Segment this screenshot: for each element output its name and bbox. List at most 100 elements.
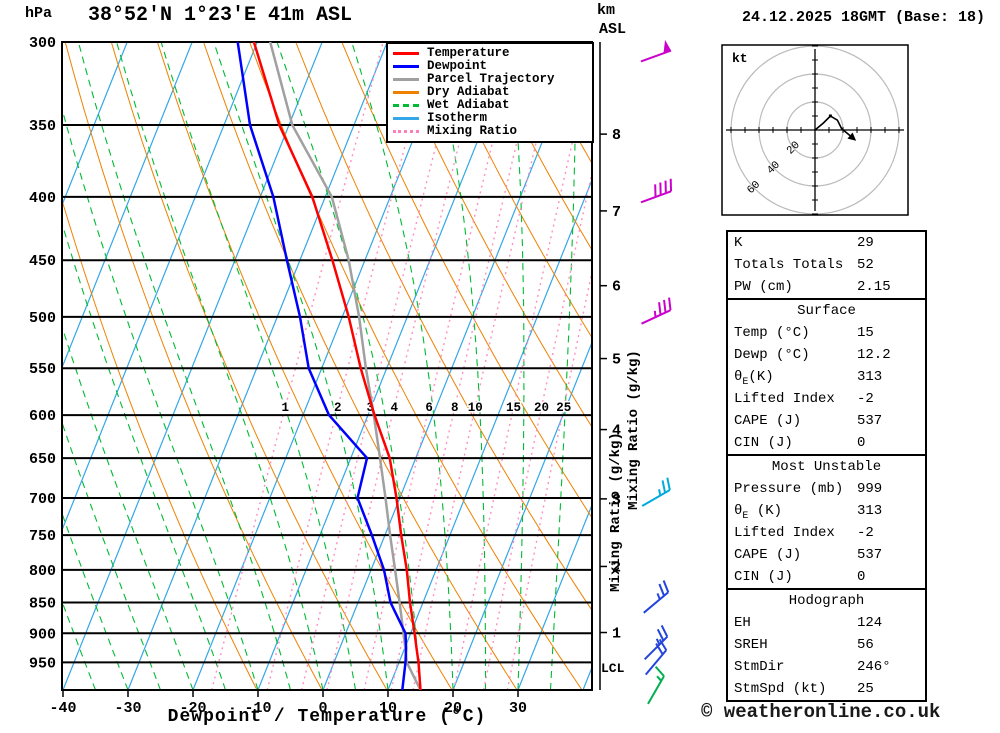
isotherm-lines <box>62 42 592 690</box>
table-row-label: CIN (J) <box>734 435 793 451</box>
plot-frame <box>61 41 593 691</box>
table-row-label: SREH <box>734 637 768 653</box>
dry-adiabat-line-swatch <box>393 91 419 94</box>
hodograph-arrow <box>847 132 857 141</box>
table-section-header: Most Unstable <box>771 459 882 475</box>
svg-text:0: 0 <box>318 700 327 717</box>
wind-barb <box>643 580 670 614</box>
svg-text:2: 2 <box>612 559 621 576</box>
svg-text:500: 500 <box>29 310 56 327</box>
svg-text:10: 10 <box>379 700 397 717</box>
table-row-label: θE (K) <box>734 503 783 522</box>
table-row-label: StmSpd (kt) <box>734 681 827 697</box>
table-row-value: 52 <box>857 257 874 273</box>
table-row: θE (K) 313 <box>728 500 925 522</box>
table-row-value: 537 <box>857 547 883 563</box>
asl-unit-label: ASL <box>599 21 627 38</box>
height-axis: 1 2 3 4 5 6 7 8 <box>599 42 621 690</box>
dewpoint-curve <box>236 42 408 690</box>
table-row-value: 0 <box>857 569 866 585</box>
table-row-value: 12.2 <box>857 347 891 363</box>
isotherm-line-swatch <box>393 117 419 120</box>
legend-label: Dewpoint <box>427 59 488 73</box>
legend-item-parcel-trajectory: Parcel Trajectory <box>393 73 592 86</box>
svg-text:2: 2 <box>334 401 342 415</box>
svg-text:6: 6 <box>425 401 433 415</box>
background-grid <box>62 42 592 690</box>
table-row-label: Temp (°C) <box>734 325 810 341</box>
wind-barb <box>647 666 665 705</box>
svg-text:6: 6 <box>612 279 621 296</box>
svg-text:-20: -20 <box>179 700 206 717</box>
svg-text:Mixing Ratio (g/kg): Mixing Ratio (g/kg) <box>608 432 624 592</box>
wind-barb-column <box>640 39 673 705</box>
table-row-value: 313 <box>857 503 883 519</box>
indices-table: K 29 Totals Totals 52 PW (cm) 2.15 Surface Temp… <box>726 230 927 702</box>
table-row-value: 246° <box>857 659 891 675</box>
table-row-value: 0 <box>857 435 866 451</box>
svg-text:750: 750 <box>29 528 56 545</box>
table-section: K 29 Totals Totals 52 PW (cm) 2.15 <box>728 232 925 300</box>
table-row: Lifted Index -2 <box>728 522 925 544</box>
table-row-label: CIN (J) <box>734 569 793 585</box>
table-row: Temp (°C) 15 <box>728 322 925 344</box>
table-row: K 29 <box>728 232 925 254</box>
svg-text:350: 350 <box>29 118 56 135</box>
svg-text:Mixing Ratio (g/kg): Mixing Ratio (g/kg) <box>626 350 642 510</box>
wind-barb <box>640 39 672 63</box>
legend-label: Isotherm <box>427 111 488 125</box>
svg-text:950: 950 <box>29 655 56 672</box>
svg-text:20: 20 <box>785 139 803 157</box>
svg-text:30: 30 <box>509 700 527 717</box>
temperature-line-swatch <box>393 52 419 55</box>
svg-text:700: 700 <box>29 491 56 508</box>
table-row-label: PW (cm) <box>734 279 793 295</box>
table-row: CAPE (J) 537 <box>728 410 925 432</box>
table-row-value: -2 <box>857 391 874 407</box>
svg-text:900: 900 <box>29 626 56 643</box>
table-row-label: StmDir <box>734 659 785 675</box>
legend-item-temperature: Temperature <box>393 47 592 60</box>
table-row-value: 2.15 <box>857 279 891 295</box>
table-row-value: 313 <box>857 369 883 385</box>
station-title: 38°52'N 1°23'E 41m ASL <box>88 4 353 27</box>
svg-text:7: 7 <box>612 204 621 221</box>
svg-text:600: 600 <box>29 408 56 425</box>
table-section: Surface Temp (°C) 15 Dewp (°C) 12.2 θE(K) 313 L… <box>728 300 925 456</box>
parcel-trajectory-line-swatch <box>393 78 419 81</box>
svg-text:300: 300 <box>29 35 56 52</box>
mixing-ratio-labels: 1 2 3 4 6 8 10 15 20 25 <box>280 400 573 417</box>
svg-text:8: 8 <box>612 127 621 144</box>
wind-barb <box>641 297 672 325</box>
svg-text:8: 8 <box>451 401 459 415</box>
table-row: CAPE (J) 537 <box>728 544 925 566</box>
svg-text:-30: -30 <box>114 700 141 717</box>
table-row-label: Pressure (mb) <box>734 481 844 497</box>
svg-text:15: 15 <box>506 401 521 415</box>
legend: Temperature Dewpoint Parcel Trajectory Dry … <box>386 42 594 143</box>
svg-text:20: 20 <box>534 401 549 415</box>
table-row-label: Dewp (°C) <box>734 347 810 363</box>
parcel-trajectory-curve <box>268 42 422 690</box>
svg-text:-40: -40 <box>49 700 76 717</box>
km-unit-label: km <box>597 2 616 19</box>
lcl-marker: LCL <box>601 661 625 676</box>
wind-barb <box>641 477 671 507</box>
datetime-title: 24.12.2025 18GMT (Base: 18) <box>742 9 986 26</box>
table-row-label: θE(K) <box>734 369 774 388</box>
table-section: Hodograph EH 124 SREH 56 StmDir 246° StmSpd (kt… <box>728 590 925 700</box>
legend-label: Parcel Trajectory <box>427 72 555 86</box>
table-row-label: K <box>734 235 743 251</box>
table-row-label: Lifted Index <box>734 391 835 407</box>
wind-barb <box>643 624 669 661</box>
svg-text:1: 1 <box>612 626 621 643</box>
table-row-label: EH <box>734 615 751 631</box>
wind-barb <box>644 638 668 676</box>
legend-item-dry-adiabat: Dry Adiabat <box>393 86 592 99</box>
mixing-ratio-lines <box>211 42 592 690</box>
table-row-value: 537 <box>857 413 883 429</box>
wet-adiabat-line-swatch <box>393 104 419 107</box>
table-row: Lifted Index -2 <box>728 388 925 410</box>
table-row: Dewp (°C) 12.2 <box>728 344 925 366</box>
